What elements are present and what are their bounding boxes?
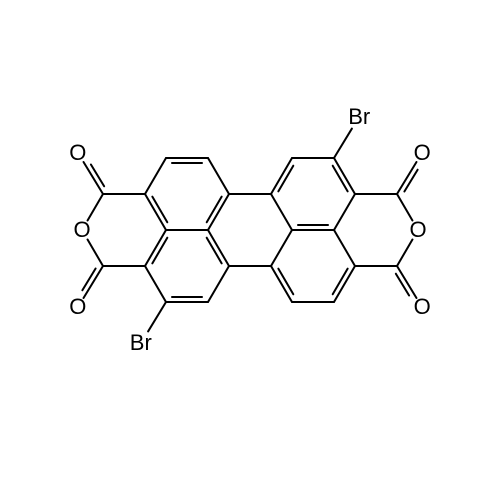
oxygen-atom-label: O [414, 140, 431, 166]
oxygen-atom-label: O [73, 217, 90, 243]
molecule-canvas: O O O O O O Br Br [0, 0, 500, 500]
oxygen-atom-label: O [69, 294, 86, 320]
oxygen-atom-label: O [69, 140, 86, 166]
bromine-atom-label: Br [130, 330, 152, 356]
bond-layer [0, 0, 500, 500]
bromine-atom-label: Br [348, 104, 370, 130]
oxygen-atom-label: O [414, 294, 431, 320]
oxygen-atom-label: O [409, 217, 426, 243]
